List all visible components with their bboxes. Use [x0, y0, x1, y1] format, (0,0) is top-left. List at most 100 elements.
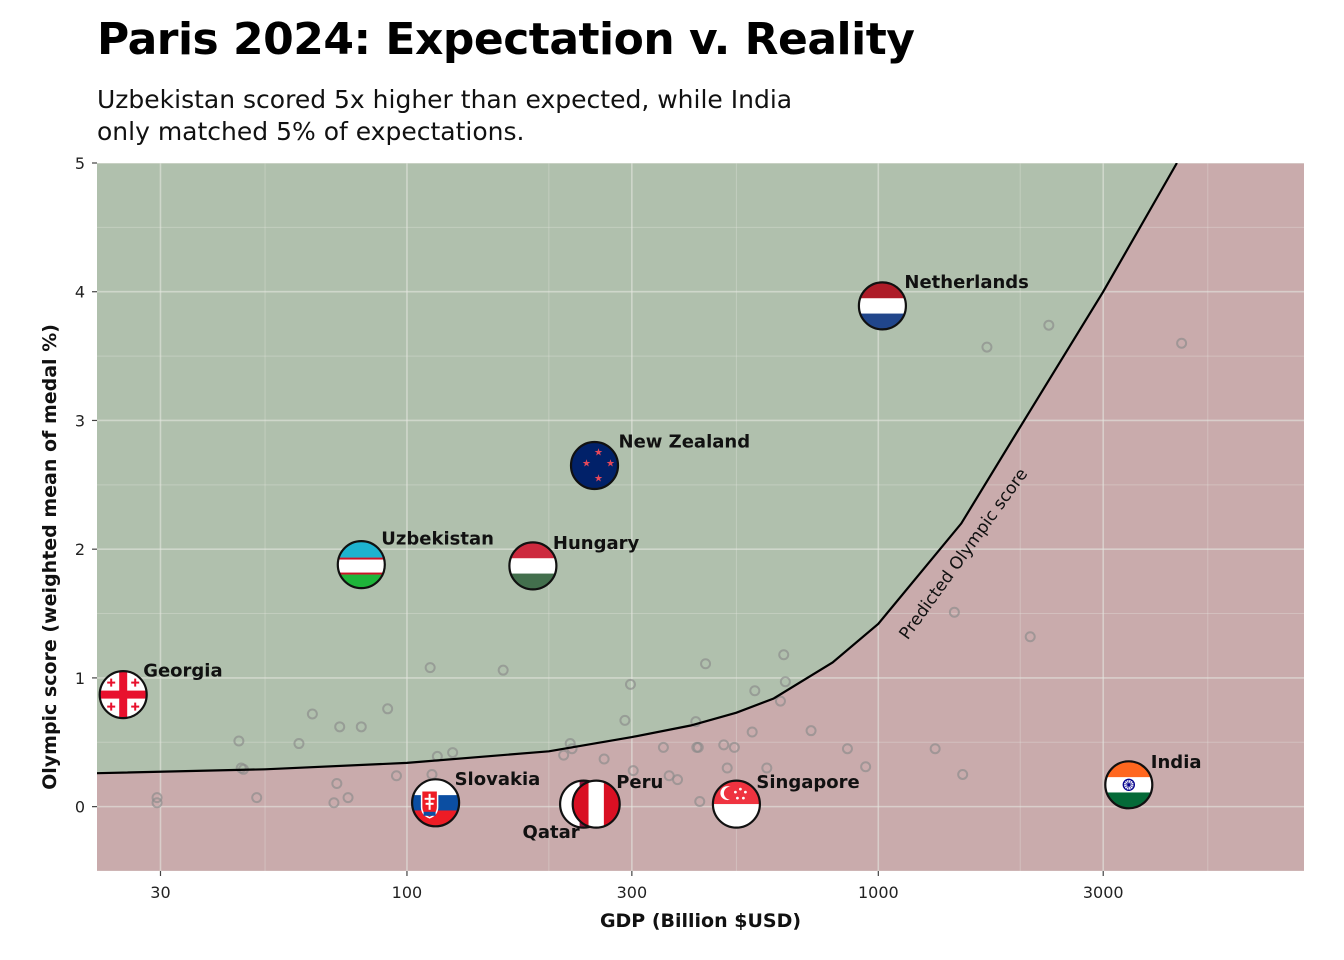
country-label: Uzbekistan — [381, 529, 494, 550]
data-point — [948, 606, 960, 618]
data-point — [334, 721, 346, 733]
data-point — [1176, 337, 1188, 349]
country-label: Netherlands — [904, 272, 1029, 293]
country-label: Slovakia — [455, 769, 541, 790]
data-point — [778, 649, 790, 661]
data-point — [718, 739, 730, 751]
data-point — [657, 741, 669, 753]
x-tick-label: 300 — [617, 883, 648, 902]
data-point — [306, 708, 318, 720]
country-label: Peru — [616, 772, 663, 793]
data-point — [151, 792, 163, 804]
y-tick-label: 1 — [75, 669, 85, 688]
data-point — [233, 735, 245, 747]
data-point — [692, 741, 704, 753]
data-point — [497, 664, 509, 676]
hungary-flag-icon — [509, 542, 556, 589]
data-point — [957, 768, 969, 780]
predicted-score-curve — [97, 163, 1178, 775]
data-point — [624, 678, 636, 690]
netherlands-flag-icon — [859, 282, 906, 329]
flag-marker-netherlands — [857, 281, 908, 331]
chart-title: Paris 2024: Expectation v. Reality — [97, 14, 915, 65]
flag-marker-singapore — [711, 779, 762, 829]
data-point — [558, 749, 570, 761]
data-point — [355, 721, 367, 733]
country-label: Hungary — [553, 533, 640, 554]
svg-text:★: ★ — [594, 448, 603, 459]
flag-marker-uzbekistan — [336, 539, 386, 590]
data-point — [251, 792, 263, 804]
data-point — [342, 792, 354, 804]
data-point — [390, 770, 402, 782]
other-country-points — [78, 319, 1188, 809]
data-point — [860, 761, 872, 773]
x-tick-label: 30 — [150, 883, 170, 902]
flag-marker-peru — [571, 779, 621, 829]
data-point — [598, 753, 610, 765]
y-tick-label: 5 — [75, 154, 85, 173]
data-point — [619, 714, 631, 726]
data-point — [981, 341, 993, 353]
y-tick-label: 3 — [75, 411, 85, 430]
x-tick-label: 1000 — [858, 883, 899, 902]
data-point — [328, 797, 340, 809]
data-point — [694, 795, 706, 807]
above-expectation-region — [97, 163, 1177, 774]
flag-marker-india — [1104, 760, 1154, 810]
svg-text:★: ★ — [606, 459, 615, 470]
plot-area: Predicted Olympic score — [78, 163, 1304, 871]
country-label: Qatar — [523, 822, 580, 843]
y-tick-label: 2 — [75, 540, 85, 559]
data-point — [78, 766, 87, 775]
data-point — [293, 738, 305, 750]
flag-marker-georgia — [98, 669, 148, 720]
svg-text:★: ★ — [594, 474, 603, 485]
y-axis-title: Olympic score (weighted mean of medal %) — [39, 324, 61, 790]
data-point — [151, 797, 163, 809]
data-point — [447, 747, 459, 759]
y-tick-label: 0 — [75, 798, 85, 817]
svg-text:★: ★ — [582, 459, 591, 470]
country-label: India — [1151, 752, 1202, 773]
data-point — [774, 695, 786, 707]
data-point — [779, 676, 791, 688]
data-point — [721, 762, 733, 774]
data-point — [331, 777, 343, 789]
data-point — [1043, 319, 1055, 331]
data-point — [700, 658, 712, 670]
x-tick-label: 100 — [392, 883, 423, 902]
flag-marker-slovakia — [411, 778, 461, 828]
chart-subtitle: Uzbekistan scored 5x higher than expecte… — [97, 85, 793, 146]
peru-flag-icon — [573, 781, 620, 828]
data-point — [841, 743, 853, 755]
flag-marker-hungary — [508, 541, 558, 591]
country-label: Georgia — [143, 661, 222, 682]
data-point — [627, 765, 639, 777]
data-point — [749, 685, 761, 697]
slovakia-flag-icon — [412, 779, 459, 826]
data-point — [728, 741, 740, 753]
data-point — [929, 743, 941, 755]
flag-marker-new-zealand: ★★ ★★ — [569, 440, 620, 491]
y-tick-label: 4 — [75, 283, 85, 302]
grid-lines — [97, 163, 1304, 871]
axes: 30 100 300 1000 3000 0 1 2 3 4 5 — [75, 154, 1124, 902]
india-flag-icon — [1105, 761, 1152, 808]
x-axis-title: GDP (Billion $USD) — [600, 910, 801, 932]
singapore-flag-icon — [713, 781, 760, 828]
x-tick-label: 3000 — [1083, 883, 1124, 902]
data-point — [424, 662, 436, 674]
data-point — [805, 725, 817, 737]
country-label: Singapore — [756, 772, 859, 793]
data-point — [382, 703, 394, 715]
data-point — [761, 762, 773, 774]
country-label: New Zealand — [619, 432, 751, 453]
data-point — [1024, 631, 1036, 643]
data-point — [746, 726, 758, 738]
new-zealand-flag-icon: ★★ ★★ — [571, 442, 618, 489]
data-point — [672, 774, 684, 786]
georgia-flag-icon — [100, 671, 147, 718]
